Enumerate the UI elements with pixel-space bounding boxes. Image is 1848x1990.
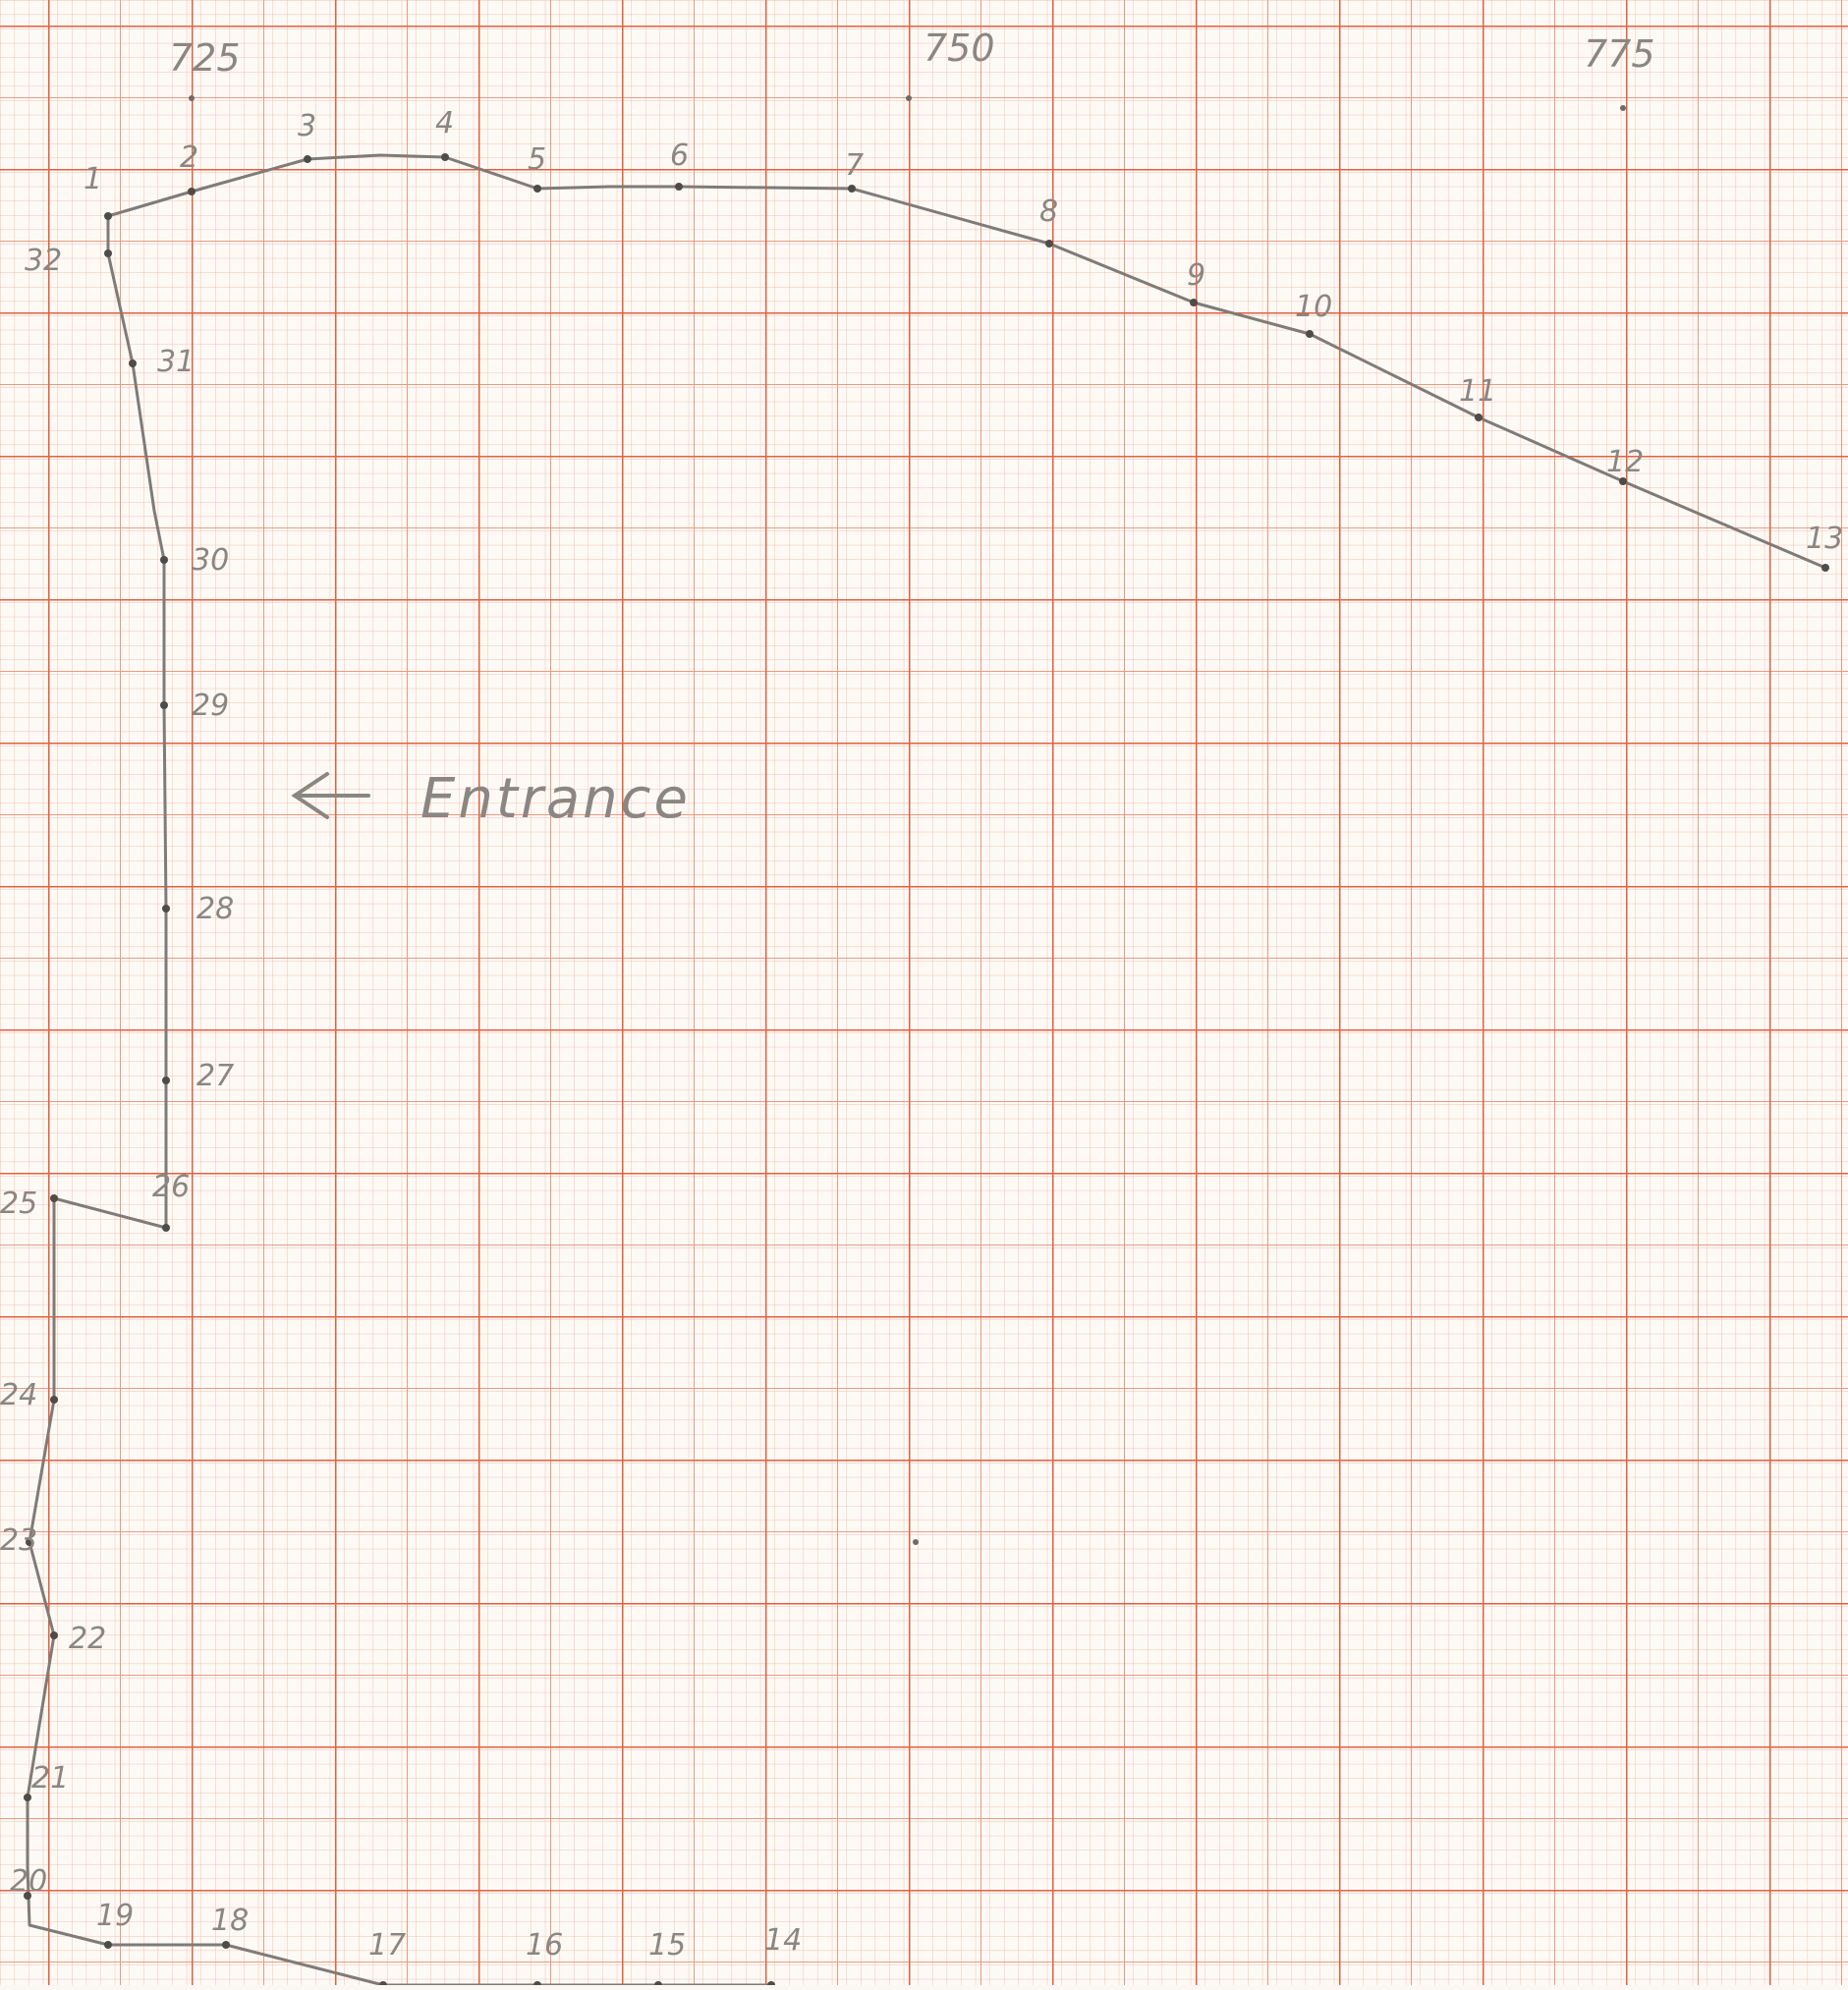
survey-point-7 <box>848 185 856 193</box>
survey-point-22 <box>50 1631 58 1639</box>
point-label-3: 3 <box>298 109 316 143</box>
point-label-4: 4 <box>435 106 454 140</box>
axis-tick <box>906 95 912 101</box>
survey-point-21 <box>24 1794 31 1801</box>
point-label-13: 13 <box>1806 522 1843 556</box>
point-label-28: 28 <box>196 892 234 926</box>
survey-point-12 <box>1619 477 1627 485</box>
survey-point-28 <box>162 905 170 912</box>
point-label-30: 30 <box>192 543 229 578</box>
axis-label-775: 775 <box>1584 32 1655 76</box>
axis-tick <box>189 95 195 101</box>
point-label-5: 5 <box>528 142 546 177</box>
point-label-26: 26 <box>152 1170 190 1204</box>
survey-point-2 <box>188 188 196 195</box>
survey-point-23 <box>26 1538 33 1546</box>
point-label-7: 7 <box>845 148 864 183</box>
point-label-25: 25 <box>0 1187 37 1221</box>
point-label-21: 21 <box>31 1761 69 1796</box>
survey-point-26 <box>162 1224 170 1232</box>
point-label-32: 32 <box>25 244 62 278</box>
point-label-27: 27 <box>196 1059 234 1093</box>
point-label-8: 8 <box>1039 194 1058 229</box>
survey-point-4 <box>441 153 449 161</box>
point-label-29: 29 <box>192 689 229 723</box>
survey-point-20 <box>24 1892 31 1900</box>
lower-left-wall-line <box>26 1196 385 1987</box>
point-label-19: 19 <box>96 1899 134 1933</box>
survey-point-32 <box>104 249 112 257</box>
reference-dot <box>913 1539 919 1545</box>
point-label-31: 31 <box>157 345 195 379</box>
point-label-17: 17 <box>368 1928 406 1962</box>
point-label-14: 14 <box>764 1923 802 1958</box>
survey-point-27 <box>162 1077 170 1084</box>
survey-point-19 <box>104 1941 112 1949</box>
point-label-10: 10 <box>1295 290 1332 324</box>
survey-point-3 <box>304 155 311 163</box>
point-label-2: 2 <box>180 140 198 175</box>
axis-label-750: 750 <box>924 27 995 70</box>
survey-point-18 <box>222 1941 230 1949</box>
survey-point-13 <box>1821 564 1829 572</box>
survey-point-5 <box>533 185 541 193</box>
point-label-6: 6 <box>670 138 689 173</box>
survey-point-9 <box>1190 299 1198 306</box>
survey-points: 123 45 6 7891011121314151617181920212223242… <box>0 106 1843 1989</box>
axis-labels: 725 750 775 <box>169 27 1655 80</box>
point-label-9: 9 <box>1187 258 1205 293</box>
survey-point-6 <box>675 183 683 191</box>
point-label-18: 18 <box>211 1904 249 1938</box>
alcove-line <box>52 1196 168 1230</box>
point-label-24: 24 <box>0 1378 37 1412</box>
axis-tick <box>1620 105 1626 111</box>
entrance-label: Entrance <box>420 767 691 831</box>
survey-point-25 <box>50 1194 58 1202</box>
point-label-15: 15 <box>648 1928 686 1962</box>
axis-tick-marks <box>189 95 1626 1545</box>
left-arrow-icon <box>291 772 370 819</box>
survey-point-24 <box>50 1396 58 1404</box>
survey-point-30 <box>160 556 168 564</box>
survey-point-10 <box>1306 330 1314 338</box>
survey-point-1 <box>104 212 112 220</box>
point-label-20: 20 <box>10 1864 47 1899</box>
survey-point-29 <box>160 701 168 709</box>
point-label-23: 23 <box>0 1523 37 1558</box>
point-label-16: 16 <box>526 1928 563 1962</box>
entrance-annotation: Entrance <box>291 767 691 831</box>
point-label-12: 12 <box>1606 445 1644 479</box>
survey-point-8 <box>1045 240 1053 248</box>
point-label-22: 22 <box>69 1622 106 1656</box>
survey-point-31 <box>129 359 137 367</box>
survey-point-11 <box>1475 414 1483 421</box>
point-label-1: 1 <box>84 162 102 196</box>
point-label-11: 11 <box>1459 374 1496 409</box>
axis-label-725: 725 <box>169 36 241 80</box>
